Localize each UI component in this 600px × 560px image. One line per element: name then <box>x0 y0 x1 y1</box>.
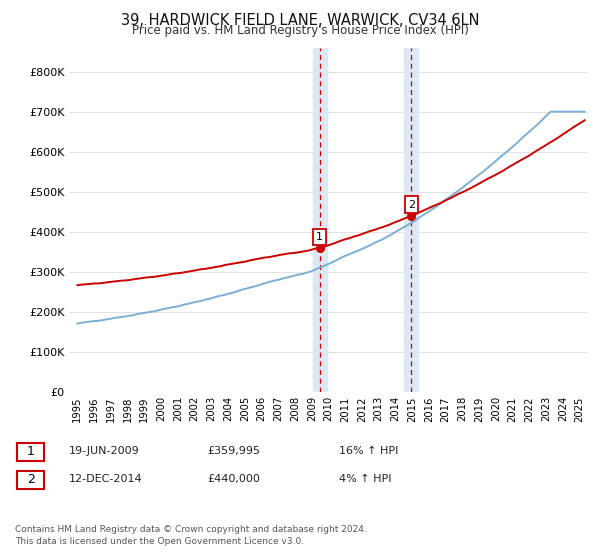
Bar <box>313 48 327 392</box>
Text: 4% ↑ HPI: 4% ↑ HPI <box>339 474 391 484</box>
Text: £440,000: £440,000 <box>207 474 260 484</box>
Text: 16% ↑ HPI: 16% ↑ HPI <box>339 446 398 456</box>
Text: 1: 1 <box>26 445 35 459</box>
Text: 19-JUN-2009: 19-JUN-2009 <box>69 446 140 456</box>
Text: 39, HARDWICK FIELD LANE, WARWICK, CV34 6LN: 39, HARDWICK FIELD LANE, WARWICK, CV34 6… <box>121 13 479 28</box>
Text: £359,995: £359,995 <box>207 446 260 456</box>
Bar <box>404 48 418 392</box>
Text: Contains HM Land Registry data © Crown copyright and database right 2024.
This d: Contains HM Land Registry data © Crown c… <box>15 525 367 546</box>
Bar <box>17 442 44 461</box>
Text: 2: 2 <box>408 199 415 209</box>
Text: Price paid vs. HM Land Registry's House Price Index (HPI): Price paid vs. HM Land Registry's House … <box>131 24 469 37</box>
Text: 1: 1 <box>316 232 323 241</box>
Text: 2: 2 <box>26 473 35 487</box>
Bar <box>17 470 44 489</box>
Text: 12-DEC-2014: 12-DEC-2014 <box>69 474 143 484</box>
